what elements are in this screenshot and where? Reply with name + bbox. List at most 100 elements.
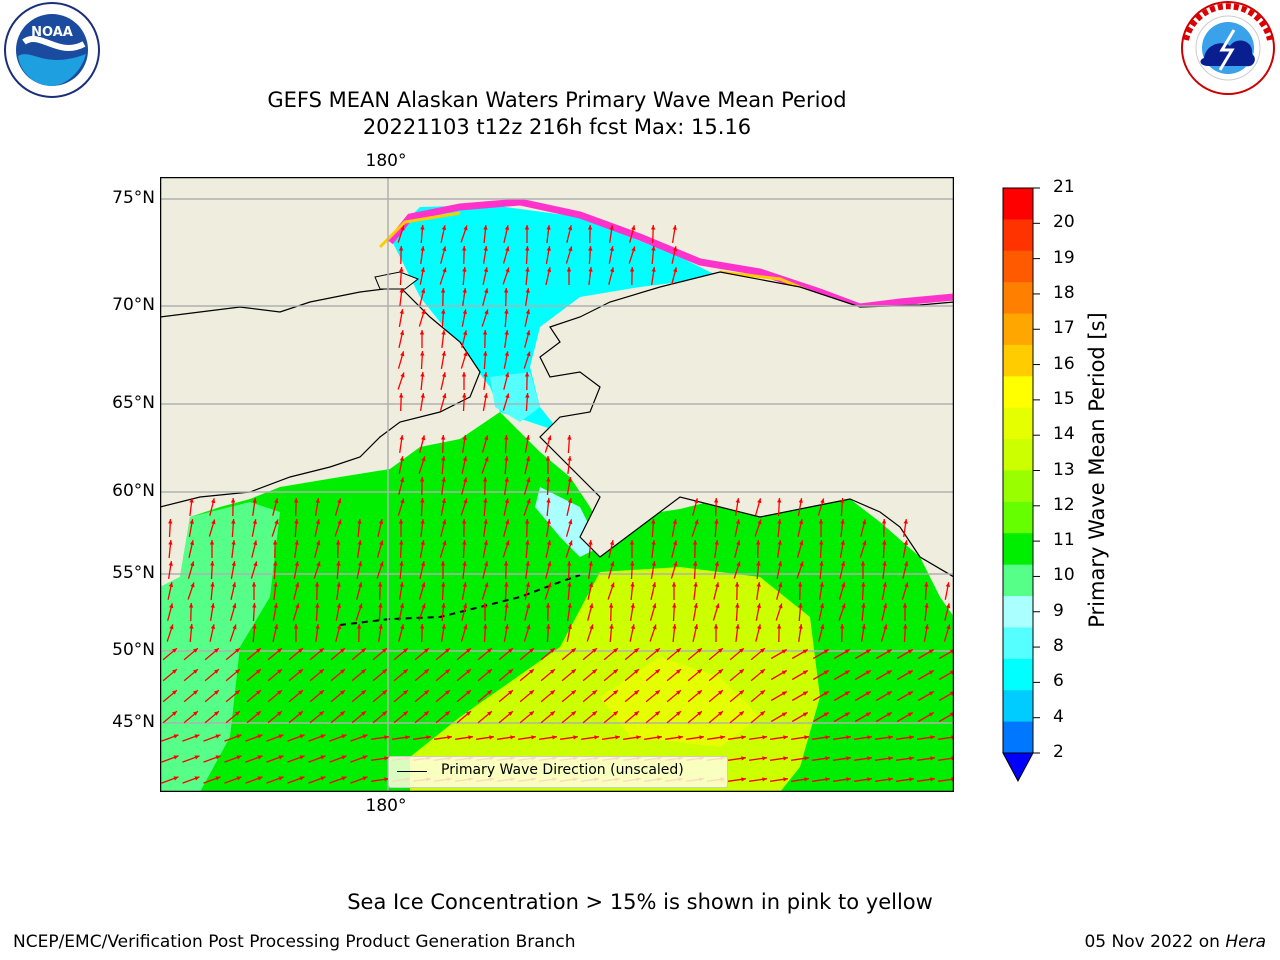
wave-arrow-head bbox=[735, 603, 740, 608]
wave-arrow-head bbox=[445, 690, 450, 695]
wave-arrow-head bbox=[566, 267, 572, 272]
wave-arrow-head bbox=[672, 225, 677, 230]
wave-arrow-head bbox=[840, 498, 845, 503]
wave-arrow-head bbox=[525, 582, 530, 587]
wave-arrow-head bbox=[840, 540, 845, 545]
wave-arrow-head bbox=[442, 540, 447, 546]
wave-arrow-head bbox=[299, 734, 305, 739]
wave-arrow-head bbox=[252, 603, 257, 608]
wave-arrow-head bbox=[718, 690, 723, 695]
wave-arrow-head bbox=[840, 624, 845, 629]
wave-arrow-head bbox=[525, 435, 530, 440]
colorbar-extend-triangle bbox=[1002, 752, 1034, 783]
wave-arrow-head bbox=[340, 648, 345, 653]
wave-arrow-head bbox=[630, 561, 635, 566]
wave-arrow-head bbox=[741, 756, 746, 761]
wave-arrow-head bbox=[463, 225, 468, 231]
wave-arrow-head bbox=[320, 755, 326, 760]
wave-arrow-head bbox=[760, 648, 765, 653]
wave-arrow-head bbox=[545, 456, 551, 461]
wave-arrow-head bbox=[818, 519, 824, 524]
wave-arrow-head bbox=[215, 755, 221, 760]
wave-arrow-head bbox=[484, 435, 489, 441]
colorbar-band bbox=[1003, 439, 1033, 471]
wave-arrow-head bbox=[504, 330, 509, 335]
lat-label-55: 55°N bbox=[112, 563, 155, 583]
wave-arrow-head bbox=[168, 561, 173, 566]
wave-arrow-head bbox=[441, 624, 446, 629]
wave-arrow-head bbox=[253, 561, 258, 567]
wave-arrow-head bbox=[210, 603, 215, 608]
wave-arrow-head bbox=[419, 477, 425, 482]
wave-arrow-head bbox=[676, 648, 681, 653]
wave-arrow-head bbox=[615, 735, 620, 740]
wave-arrow-head bbox=[231, 519, 236, 524]
colorbar-tick-label: 14 bbox=[1053, 424, 1075, 445]
wave-arrow-head bbox=[421, 603, 426, 609]
colorbar-tick-label: 11 bbox=[1053, 530, 1075, 551]
wave-arrow-head bbox=[273, 603, 278, 608]
wave-arrow-head bbox=[295, 603, 300, 609]
wave-arrow-head bbox=[194, 755, 200, 760]
wave-arrow-head bbox=[484, 456, 489, 462]
wave-arrow-head bbox=[382, 690, 387, 695]
wave-arrow-head bbox=[214, 669, 219, 674]
wave-arrow-head bbox=[378, 519, 384, 525]
wave-arrow-head bbox=[546, 498, 551, 503]
colorbar-band bbox=[1003, 376, 1033, 409]
wave-arrow-head bbox=[693, 561, 698, 566]
wave-arrow-head bbox=[825, 777, 830, 782]
wave-arrow-head bbox=[844, 649, 850, 654]
wave-arrow-head bbox=[798, 519, 804, 525]
wave-arrow-head bbox=[714, 540, 719, 545]
wave-arrow-head bbox=[168, 582, 174, 588]
wave-arrow-head bbox=[384, 777, 389, 782]
wave-arrow-head bbox=[693, 582, 698, 587]
wave-arrow-head bbox=[547, 582, 552, 588]
colorbar-band bbox=[1003, 219, 1033, 252]
wave-arrow-head bbox=[398, 246, 404, 251]
wave-arrow-head bbox=[505, 267, 510, 273]
wave-arrow-head bbox=[273, 561, 278, 566]
colorbar-tick-label: 6 bbox=[1053, 671, 1064, 692]
wave-arrow-head bbox=[462, 456, 468, 462]
wave-arrow-head bbox=[420, 624, 425, 629]
wave-arrow-head bbox=[924, 624, 929, 629]
wave-arrow-head bbox=[358, 603, 363, 609]
wave-arrow-head bbox=[734, 582, 740, 587]
wave-arrow-head bbox=[399, 288, 404, 293]
wave-arrow-head bbox=[630, 603, 635, 608]
wave-arrow-head bbox=[189, 624, 194, 629]
wave-arrow-head bbox=[487, 711, 492, 716]
wave-arrow-head bbox=[928, 649, 934, 654]
wave-arrow-head bbox=[256, 669, 261, 674]
wave-arrow-head bbox=[463, 330, 468, 336]
wave-arrow-head bbox=[588, 246, 593, 251]
wave-arrow-head bbox=[210, 624, 216, 630]
wave-arrow-head bbox=[319, 690, 324, 695]
wave-arrow-head bbox=[487, 690, 492, 695]
wave-arrow-head bbox=[631, 246, 636, 252]
wave-arrow-head bbox=[567, 603, 572, 608]
wave-arrow-head bbox=[173, 734, 179, 739]
wave-arrow-head bbox=[462, 582, 467, 587]
wave-arrow-head bbox=[798, 582, 803, 587]
wave-arrow-head bbox=[692, 540, 698, 545]
wave-arrow-head bbox=[799, 540, 804, 546]
wave-arrow-head bbox=[652, 603, 657, 609]
wave-arrow-head bbox=[358, 582, 363, 588]
wave-arrow-head bbox=[547, 561, 552, 567]
wave-arrow-head bbox=[886, 712, 892, 717]
wave-arrow-head bbox=[882, 582, 887, 587]
wave-arrow-head bbox=[713, 624, 719, 629]
wave-arrow-head bbox=[462, 309, 467, 314]
wave-arrow-head bbox=[882, 561, 887, 566]
wave-arrow-head bbox=[776, 624, 782, 629]
colorbar-band bbox=[1003, 188, 1033, 220]
wave-arrow-head bbox=[214, 648, 219, 653]
colorbar-tick-label: 4 bbox=[1053, 706, 1064, 727]
colorbar-band bbox=[1003, 282, 1033, 315]
wave-arrow-head bbox=[274, 519, 279, 525]
wave-arrow-head bbox=[384, 735, 389, 740]
wave-arrow-head bbox=[762, 756, 767, 761]
